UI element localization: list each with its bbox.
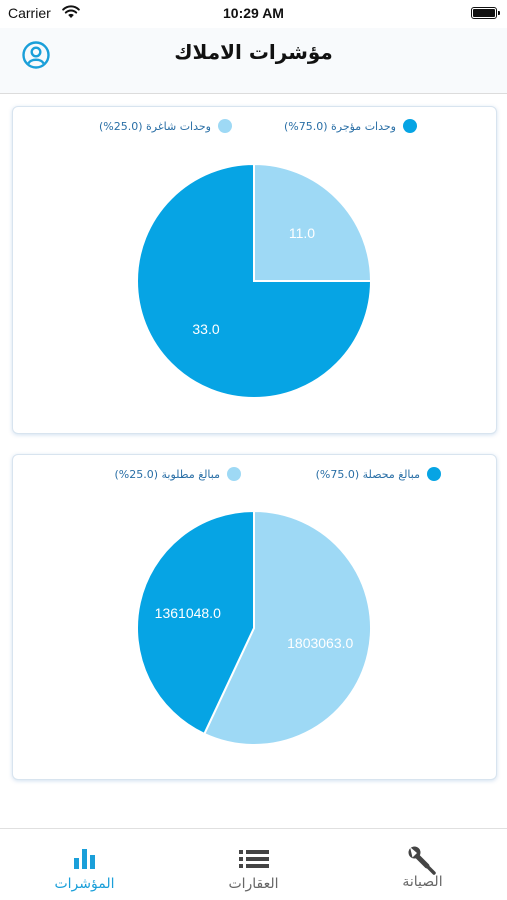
legend-dot-vacant (218, 119, 232, 133)
list-icon (238, 850, 269, 868)
legend-item-rented: وحدات مؤجرة (75.0%) (284, 119, 417, 133)
tab-bar: المؤشرات العقارات الصيانة (0, 828, 507, 900)
legend-label-rented: وحدات مؤجرة (75.0%) (283, 119, 396, 133)
pie-slice-0[interactable] (136, 163, 372, 399)
legend-label-vacant: وحدات شاغرة (25.0%) (99, 119, 211, 133)
legend-dot-rented (403, 119, 417, 133)
clock: 10:29 AM (223, 5, 284, 21)
legend-dot-collected (427, 467, 441, 481)
units-pie-chart[interactable]: 11.0 33.0 (136, 163, 372, 399)
legend-dot-required (227, 467, 241, 481)
tab-maintenance[interactable]: الصيانة (338, 829, 507, 900)
profile-icon[interactable] (21, 40, 51, 70)
units-chart-card: وحدات مؤجرة (75.0%) وحدات شاغرة (25.0%) … (12, 106, 497, 434)
legend-label-required: مبالغ مطلوبة (25.0%) (114, 467, 220, 481)
pie-value-label: 33.0 (192, 321, 219, 337)
wifi-icon (62, 5, 80, 18)
pie-value-label: 1803063.0 (287, 635, 353, 651)
legend-item-vacant: وحدات شاغرة (25.0%) (99, 119, 232, 133)
amounts-pie-chart[interactable]: 1803063.0 1361048.0 (136, 510, 372, 746)
tab-indicators[interactable]: المؤشرات (0, 829, 169, 900)
amounts-chart-card: مبالغ محصلة (75.0%) مبالغ مطلوبة (25.0%)… (12, 454, 497, 780)
legend-label-collected: مبالغ محصلة (75.0%) (315, 467, 420, 481)
bar-chart-icon (73, 849, 95, 869)
tab-label-maintenance: الصيانة (402, 874, 443, 890)
pie-value-label: 11.0 (289, 225, 315, 241)
legend-item-required: مبالغ مطلوبة (25.0%) (114, 467, 241, 481)
chart-legend: وحدات مؤجرة (75.0%) وحدات شاغرة (25.0%) (13, 119, 498, 139)
tab-properties[interactable]: العقارات (169, 829, 338, 900)
status-bar: Carrier 10:29 AM (0, 0, 507, 28)
chart-legend: مبالغ محصلة (75.0%) مبالغ مطلوبة (25.0%) (13, 467, 498, 487)
legend-item-collected: مبالغ محصلة (75.0%) (316, 467, 441, 481)
nav-bar: مؤشرات الاملاك (0, 28, 507, 94)
pie-slice-0[interactable] (136, 510, 255, 736)
carrier-label: Carrier (8, 5, 51, 21)
pie-slice-1[interactable] (253, 163, 372, 282)
pie-slice-1[interactable] (202, 510, 372, 746)
tab-label-properties: العقارات (228, 876, 279, 892)
wrench-icon (408, 846, 436, 875)
battery-icon (471, 7, 500, 19)
pie-value-label: 1361048.0 (155, 605, 221, 621)
tab-label-indicators: المؤشرات (54, 876, 115, 892)
page-title: مؤشرات الاملاك (174, 40, 333, 64)
